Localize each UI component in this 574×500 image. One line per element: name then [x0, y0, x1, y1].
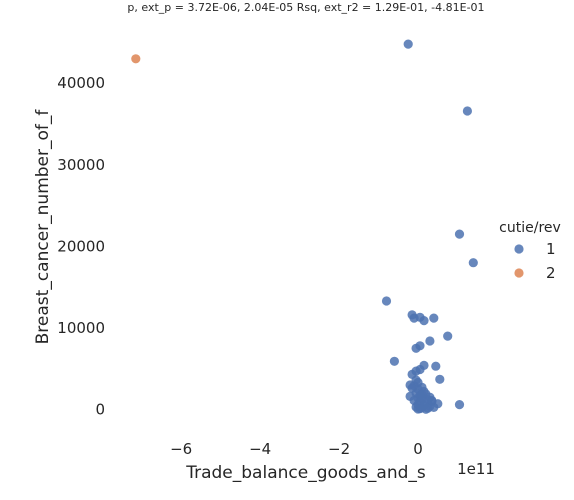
legend-label-2: 2 [546, 264, 556, 282]
y-tick-label: 10000 [57, 319, 105, 337]
data-point-series-1 [454, 400, 465, 410]
data-point-series-1 [429, 313, 439, 323]
points-layer [131, 39, 478, 414]
y-tick-label: 20000 [57, 237, 105, 255]
data-point-series-1 [411, 343, 421, 353]
data-point-series-1 [419, 316, 429, 326]
data-point-series-1 [421, 404, 431, 414]
y-tick-label: 30000 [57, 156, 105, 174]
data-point-series-1 [429, 402, 439, 412]
data-point-series-1 [381, 296, 392, 306]
legend-items: 12 [514, 240, 556, 282]
chart-title: p, ext_p = 3.72E-06, 2.04E-05 Rsq, ext_r… [127, 1, 484, 14]
data-point-series-1 [389, 356, 399, 366]
data-point-series-1 [425, 336, 435, 346]
data-point-series-1 [403, 39, 413, 49]
data-point-series-1 [435, 374, 445, 384]
x-axis-ticks: −6 −4 −2 0 [170, 440, 423, 458]
x-tick-label: −2 [328, 440, 350, 458]
x-tick-label: −4 [249, 440, 271, 458]
data-point-series-1 [454, 229, 465, 239]
data-point-series-2 [131, 54, 141, 64]
y-tick-label: 0 [95, 400, 105, 418]
x-tick-label: 0 [413, 440, 423, 458]
x-axis-offset-label: 1e11 [457, 460, 495, 478]
y-tick-label: 40000 [57, 74, 105, 92]
legend: cutie/rev 12 [499, 220, 561, 282]
legend-title: cutie/rev [499, 220, 561, 236]
data-point-series-1 [407, 383, 417, 393]
legend-marker-1 [514, 244, 524, 254]
x-tick-label: −6 [170, 440, 192, 458]
legend-label-1: 1 [546, 240, 556, 258]
y-axis-ticks: 0 10000 20000 30000 40000 [57, 74, 105, 418]
data-point-series-1 [417, 390, 427, 400]
data-point-series-1 [431, 361, 441, 371]
legend-marker-2 [514, 268, 524, 278]
data-point-series-1 [443, 331, 453, 341]
data-point-series-1 [462, 106, 472, 116]
x-axis-label: Trade_balance_goods_and_s [185, 463, 426, 483]
data-point-series-1 [427, 395, 437, 406]
data-point-series-1 [413, 404, 423, 414]
data-point-series-1 [468, 258, 478, 268]
y-axis-label: Breast_cancer_number_of_f [33, 109, 53, 345]
